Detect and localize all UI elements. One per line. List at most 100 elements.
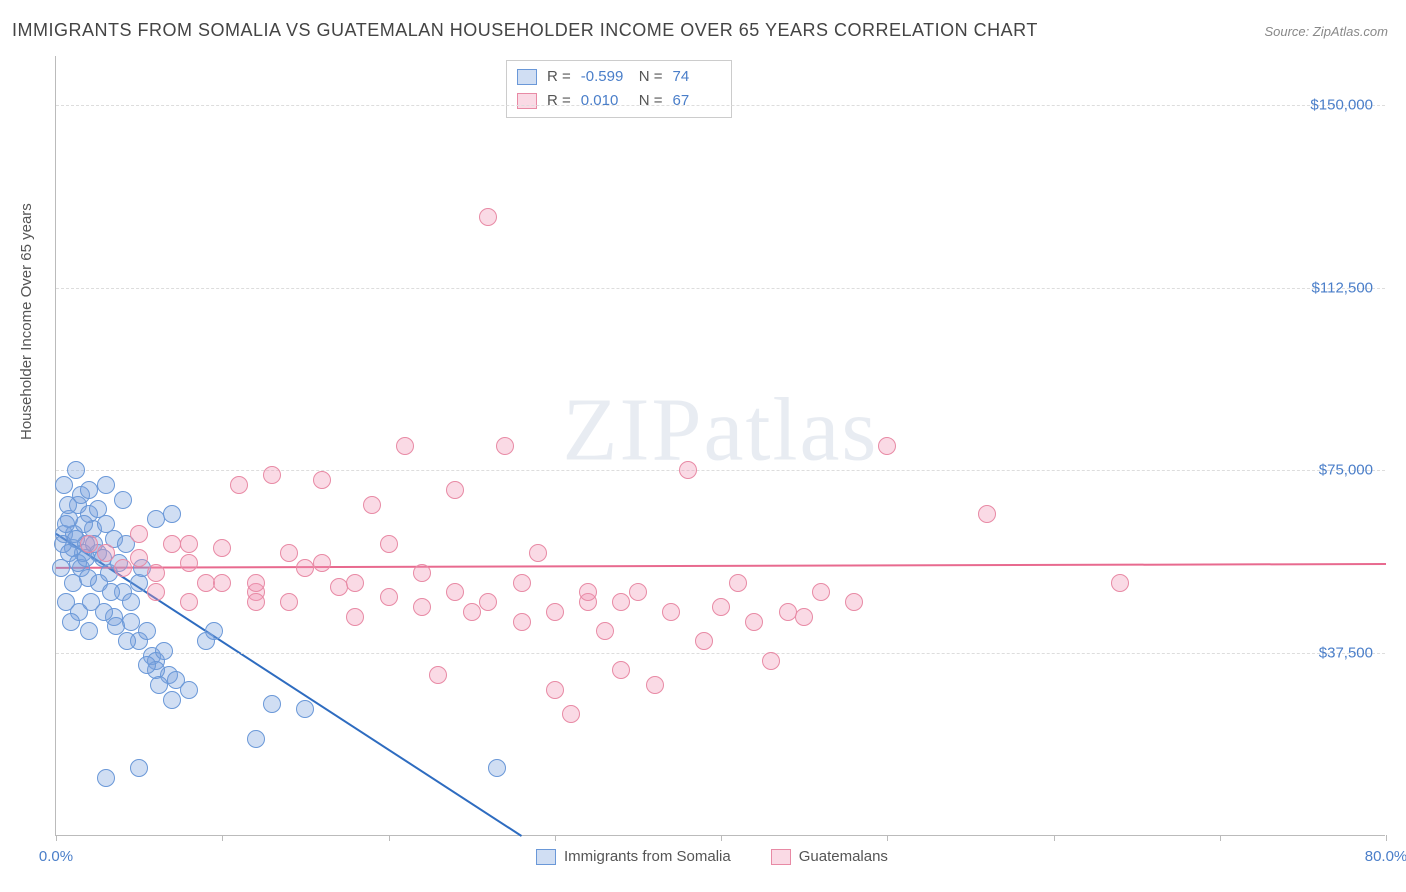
data-point (878, 437, 896, 455)
correlation-stats-box: R =-0.599N =74R =0.010N =67 (506, 60, 732, 118)
data-point (380, 535, 398, 553)
trend-line (56, 534, 522, 836)
data-point (446, 481, 464, 499)
legend-item: Guatemalans (771, 848, 888, 865)
data-point (97, 544, 115, 562)
data-point (479, 208, 497, 226)
data-point (138, 656, 156, 674)
data-point (80, 481, 98, 499)
data-point (396, 437, 414, 455)
x-tick-label: 80.0% (1365, 848, 1406, 865)
data-point (795, 608, 813, 626)
data-point (488, 759, 506, 777)
data-point (213, 539, 231, 557)
data-point (247, 574, 265, 592)
data-point (729, 574, 747, 592)
legend-label: Immigrants from Somalia (564, 848, 731, 865)
data-point (612, 661, 630, 679)
r-value: 0.010 (581, 89, 629, 113)
data-point (138, 622, 156, 640)
trend-line (56, 564, 1386, 568)
data-point (712, 598, 730, 616)
data-point (546, 603, 564, 621)
data-point (978, 505, 996, 523)
data-point (97, 769, 115, 787)
data-point (59, 496, 77, 514)
data-point (147, 564, 165, 582)
data-point (130, 549, 148, 567)
source-name: ZipAtlas.com (1313, 24, 1388, 39)
chart-title: IMMIGRANTS FROM SOMALIA VS GUATEMALAN HO… (12, 20, 1038, 41)
plot-area: ZIPatlas R =-0.599N =74R =0.010N =67 Imm… (55, 56, 1385, 836)
data-point (513, 574, 531, 592)
gridline (56, 653, 1385, 654)
data-point (205, 622, 223, 640)
data-point (679, 461, 697, 479)
data-point (695, 632, 713, 650)
data-point (463, 603, 481, 621)
data-point (313, 554, 331, 572)
data-point (155, 642, 173, 660)
data-point (629, 583, 647, 601)
y-tick-label: $75,000 (1319, 462, 1373, 479)
stats-row: R =0.010N =67 (517, 89, 721, 113)
data-point (55, 476, 73, 494)
data-point (346, 608, 364, 626)
data-point (280, 593, 298, 611)
data-point (429, 666, 447, 684)
data-point (114, 559, 132, 577)
data-point (163, 535, 181, 553)
data-point (114, 491, 132, 509)
data-point (79, 569, 97, 587)
data-point (845, 593, 863, 611)
data-point (67, 461, 85, 479)
data-point (213, 574, 231, 592)
x-tick (555, 835, 556, 841)
data-point (413, 598, 431, 616)
data-point (62, 613, 80, 631)
data-point (163, 691, 181, 709)
data-point (147, 510, 165, 528)
data-point (247, 593, 265, 611)
data-point (562, 705, 580, 723)
data-point (97, 476, 115, 494)
data-point (529, 544, 547, 562)
data-point (263, 695, 281, 713)
n-value: 74 (673, 65, 721, 89)
n-label: N = (639, 89, 663, 113)
data-point (163, 505, 181, 523)
data-point (118, 632, 136, 650)
data-point (662, 603, 680, 621)
data-point (296, 700, 314, 718)
legend-swatch (536, 849, 556, 865)
data-point (263, 466, 281, 484)
r-label: R = (547, 89, 571, 113)
data-point (130, 759, 148, 777)
data-point (150, 676, 168, 694)
gridline (56, 470, 1385, 471)
source-prefix: Source: (1264, 24, 1312, 39)
data-point (147, 583, 165, 601)
data-point (380, 588, 398, 606)
data-point (230, 476, 248, 494)
data-point (280, 544, 298, 562)
data-point (513, 613, 531, 631)
x-tick (56, 835, 57, 841)
data-point (363, 496, 381, 514)
data-point (130, 525, 148, 543)
legend-swatch (517, 93, 537, 109)
x-tick (222, 835, 223, 841)
data-point (1111, 574, 1129, 592)
trend-lines-layer (56, 56, 1385, 835)
x-tick (1386, 835, 1387, 841)
n-label: N = (639, 65, 663, 89)
data-point (80, 535, 98, 553)
data-point (197, 574, 215, 592)
x-tick (1220, 835, 1221, 841)
data-point (612, 593, 630, 611)
data-point (446, 583, 464, 601)
data-point (496, 437, 514, 455)
source-attribution: Source: ZipAtlas.com (1264, 24, 1388, 39)
data-point (80, 622, 98, 640)
x-tick (389, 835, 390, 841)
